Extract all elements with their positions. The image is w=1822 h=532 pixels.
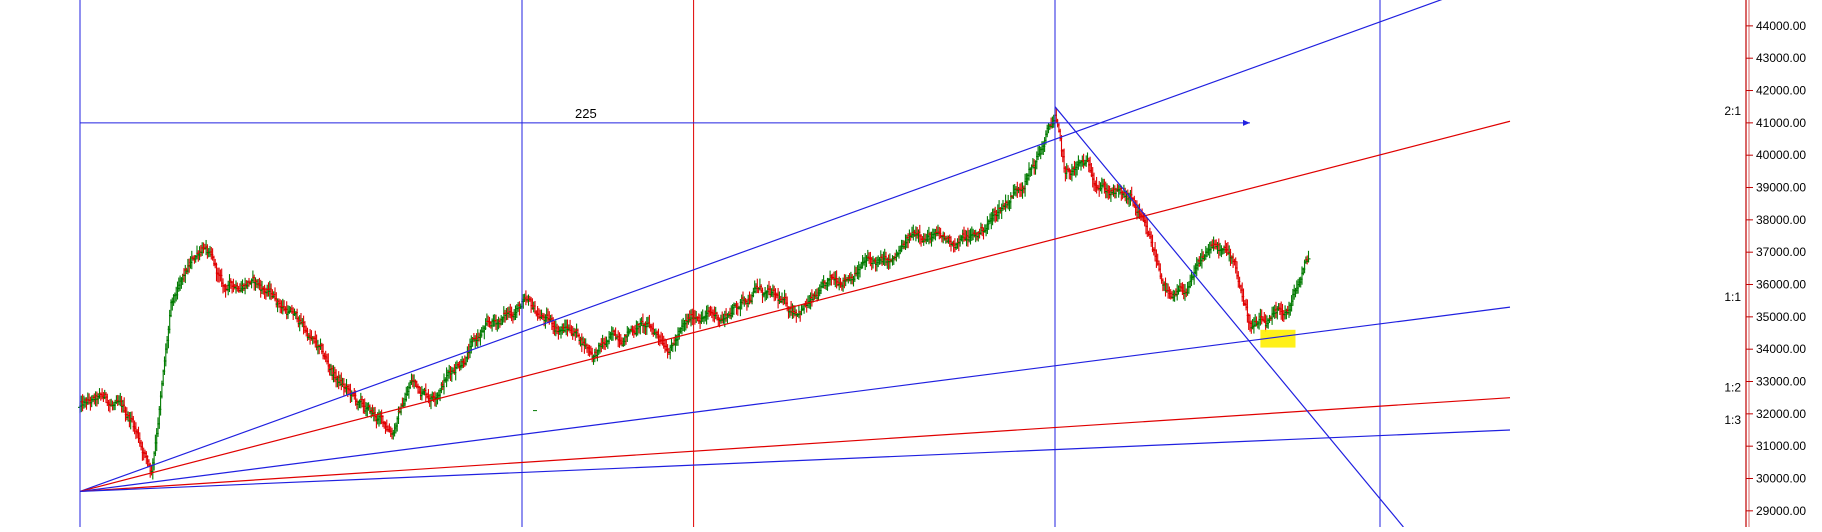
horizontal-segment-arrow bbox=[1243, 119, 1250, 126]
down-trendline bbox=[1054, 106, 1404, 527]
fan-line-label: 1:2 bbox=[1724, 381, 1741, 395]
fan-line-1 bbox=[79, 120, 1511, 493]
y-axis: 29000.00 30000.00 31000.00 32000.00 33000.00… bbox=[1745, 0, 1806, 527]
y-tick-label: 32000.00 bbox=[1756, 407, 1806, 421]
fan-line-2 bbox=[79, 306, 1511, 493]
y-tick-label: 41000.00 bbox=[1756, 116, 1806, 130]
y-tick-label: 37000.00 bbox=[1756, 245, 1806, 259]
fan-line-label: 2:1 bbox=[1724, 104, 1741, 118]
y-tick-label: 35000.00 bbox=[1756, 310, 1806, 324]
plot-area: 225 2:1 1:1 1:2 1:3 bbox=[78, 0, 1741, 527]
price-bar bbox=[1306, 250, 1311, 263]
fan-line-label: 1:1 bbox=[1724, 290, 1741, 304]
highlight-zone bbox=[1260, 329, 1296, 348]
y-tick-label: 33000.00 bbox=[1756, 375, 1806, 389]
y-tick-label: 39000.00 bbox=[1756, 181, 1806, 195]
y-tick-label: 36000.00 bbox=[1756, 278, 1806, 292]
y-tick-label: 44000.00 bbox=[1756, 19, 1806, 33]
fan-line-3 bbox=[79, 397, 1511, 493]
y-tick-label: 34000.00 bbox=[1756, 342, 1806, 356]
y-tick-label: 30000.00 bbox=[1756, 472, 1806, 486]
fan-line-4 bbox=[79, 429, 1511, 493]
y-tick-label: 31000.00 bbox=[1756, 439, 1806, 453]
y-tick-label: 43000.00 bbox=[1756, 51, 1806, 65]
y-tick-label: 29000.00 bbox=[1756, 504, 1806, 518]
y-tick-label: 42000.00 bbox=[1756, 84, 1806, 98]
y-tick-label: 40000.00 bbox=[1756, 148, 1806, 162]
fan-line-0 bbox=[79, 0, 1443, 492]
y-tick-label: 38000.00 bbox=[1756, 213, 1806, 227]
horizontal-segment-label: 225 bbox=[575, 106, 597, 121]
fan-line-label: 1:3 bbox=[1724, 413, 1741, 427]
